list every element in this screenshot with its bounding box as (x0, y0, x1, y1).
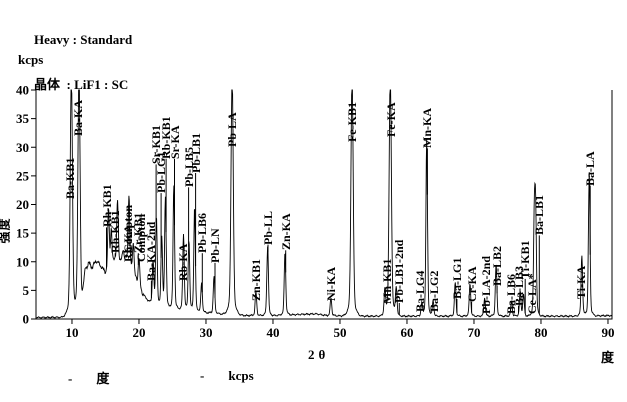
y-tick-label: 25 (16, 168, 30, 183)
legend-kcps-item: - kcps (200, 368, 254, 384)
x-tick-label: 40 (266, 325, 279, 340)
x-tick-label: 50 (333, 325, 346, 340)
y-tick-label: 0 (23, 312, 30, 327)
x-tick-label: 10 (65, 325, 78, 340)
legend-degree-label: 度 (96, 371, 110, 386)
y-tick-label: 30 (16, 140, 29, 155)
x-axis-title: 2θ (308, 347, 330, 362)
legend-kcps-label: kcps (228, 368, 254, 383)
y-tick-label: 35 (16, 111, 30, 126)
x-tick-label: 90 (601, 325, 614, 340)
y-tick-label: 15 (16, 226, 30, 241)
header-block: Heavy : Standard 晶体 : LiF1 : SC (34, 2, 132, 122)
x-tick-label: 30 (199, 325, 212, 340)
x-tick-label: 60 (400, 325, 413, 340)
footer-legend: -度 - kcps (0, 368, 627, 388)
x-tick-label: 20 (132, 325, 145, 340)
header-crystal-line: 晶体 : LiF1 : SC (34, 77, 129, 92)
legend-degree-item: -度 (68, 368, 109, 387)
x-tick-label: 70 (467, 325, 480, 340)
spectrum-curve (35, 89, 613, 320)
y-tick-label: 40 (16, 83, 29, 98)
y-tick-label: 10 (16, 254, 29, 269)
x-tick-label: 80 (534, 325, 547, 340)
legend-degree-marker: - (68, 371, 73, 386)
legend-kcps-marker: - (200, 368, 205, 383)
x-axis-unit-label: 度 (601, 350, 615, 365)
header-sample-line: Heavy : Standard (34, 32, 133, 47)
y-tick-label: 20 (16, 197, 29, 212)
y-axis-unit-label: kcps (18, 52, 44, 67)
y-tick-label: 5 (23, 283, 30, 298)
